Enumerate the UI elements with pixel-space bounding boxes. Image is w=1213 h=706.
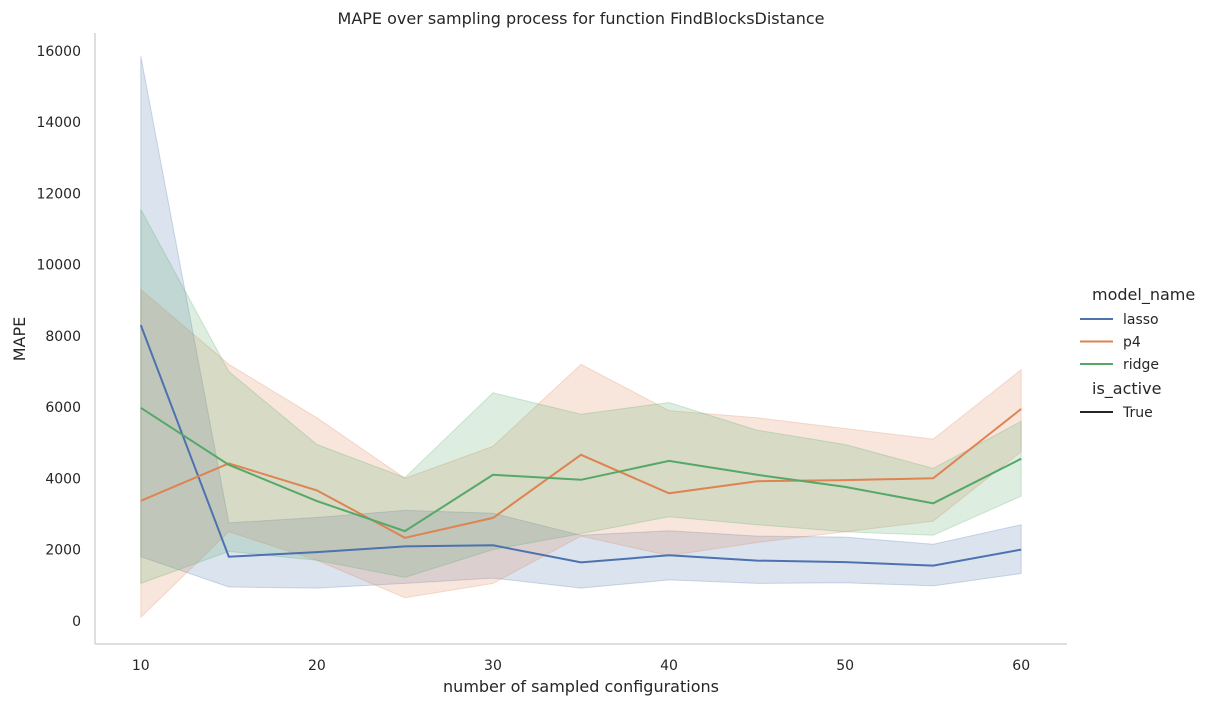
y-tick-label: 2000 bbox=[45, 543, 81, 559]
line-lasso bbox=[139, 324, 1022, 567]
x-tick-label: 40 bbox=[660, 658, 678, 674]
y-tick-label: 16000 bbox=[36, 44, 81, 60]
y-tick-label: 6000 bbox=[45, 400, 81, 416]
legend-label-lasso: lasso bbox=[1123, 312, 1159, 328]
band-ridge bbox=[140, 209, 1022, 585]
confidence-bands bbox=[140, 56, 1022, 619]
chart-title: MAPE over sampling process for function … bbox=[338, 9, 825, 28]
y-axis-label: MAPE bbox=[10, 317, 29, 362]
legend-style-title: is_active bbox=[1092, 379, 1161, 399]
x-tick-label: 20 bbox=[308, 658, 326, 674]
x-tick-labels: 10 20 30 40 50 60 bbox=[132, 658, 1030, 674]
legend-label-ridge: ridge bbox=[1123, 357, 1159, 373]
y-tick-label: 10000 bbox=[36, 258, 81, 274]
line-ridge bbox=[140, 406, 1022, 533]
band-p4 bbox=[140, 288, 1022, 619]
legend-items: lasso p4 ridge bbox=[1080, 312, 1159, 373]
legend-label-p4: p4 bbox=[1123, 335, 1141, 351]
legend-hue-title: model_name bbox=[1092, 285, 1195, 305]
y-tick-labels: 0 2000 4000 6000 8000 10000 12000 14000 16000 bbox=[36, 44, 81, 630]
y-tick-label: 12000 bbox=[36, 186, 81, 202]
x-tick-label: 10 bbox=[132, 658, 150, 674]
x-tick-label: 30 bbox=[484, 658, 502, 674]
line-p4 bbox=[140, 408, 1022, 539]
legend-style-items: True bbox=[1080, 405, 1153, 421]
legend: model_name lasso p4 ridge is_active True bbox=[1080, 285, 1195, 421]
legend-style-label: True bbox=[1122, 405, 1153, 421]
band-lasso bbox=[140, 56, 1022, 589]
x-axis-label: number of sampled configurations bbox=[443, 677, 719, 696]
y-tick-label: 0 bbox=[72, 614, 81, 630]
y-tick-label: 8000 bbox=[45, 329, 81, 345]
y-tick-label: 4000 bbox=[45, 471, 81, 487]
x-tick-label: 50 bbox=[836, 658, 854, 674]
x-tick-label: 60 bbox=[1012, 658, 1030, 674]
series-lines bbox=[139, 324, 1022, 567]
axes bbox=[94, 33, 1067, 645]
y-tick-label: 14000 bbox=[36, 115, 81, 131]
